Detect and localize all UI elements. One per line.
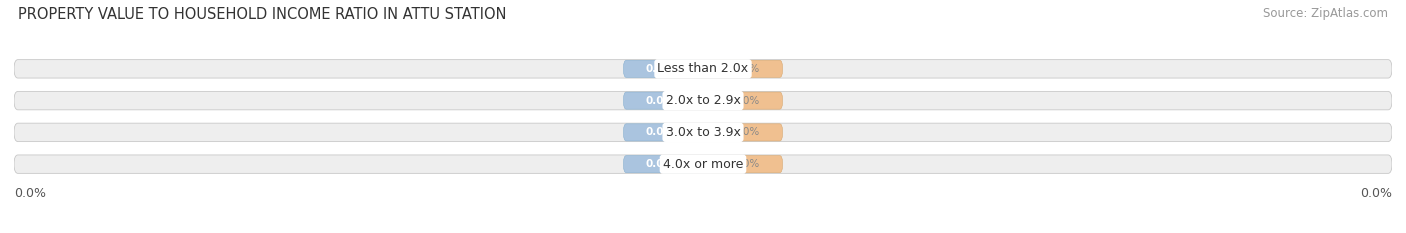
Text: 0.0%: 0.0% <box>733 127 759 137</box>
FancyBboxPatch shape <box>710 60 783 77</box>
Text: 2.0x to 2.9x: 2.0x to 2.9x <box>665 94 741 107</box>
Text: 0.0%: 0.0% <box>645 64 675 74</box>
FancyBboxPatch shape <box>623 92 696 109</box>
Text: 3.0x to 3.9x: 3.0x to 3.9x <box>665 126 741 139</box>
Text: 0.0%: 0.0% <box>14 187 46 200</box>
FancyBboxPatch shape <box>14 60 1392 78</box>
Text: Less than 2.0x: Less than 2.0x <box>658 62 748 75</box>
FancyBboxPatch shape <box>14 155 1392 173</box>
FancyBboxPatch shape <box>710 124 783 141</box>
FancyBboxPatch shape <box>14 91 1392 110</box>
Text: 0.0%: 0.0% <box>645 159 675 169</box>
Text: 0.0%: 0.0% <box>733 159 759 169</box>
Text: 0.0%: 0.0% <box>733 96 759 106</box>
Text: PROPERTY VALUE TO HOUSEHOLD INCOME RATIO IN ATTU STATION: PROPERTY VALUE TO HOUSEHOLD INCOME RATIO… <box>18 7 506 22</box>
FancyBboxPatch shape <box>710 156 783 173</box>
FancyBboxPatch shape <box>623 156 696 173</box>
FancyBboxPatch shape <box>710 92 783 109</box>
Text: Source: ZipAtlas.com: Source: ZipAtlas.com <box>1263 7 1388 20</box>
Text: 0.0%: 0.0% <box>645 96 675 106</box>
FancyBboxPatch shape <box>623 124 696 141</box>
Text: 4.0x or more: 4.0x or more <box>662 158 744 171</box>
Text: 0.0%: 0.0% <box>1360 187 1392 200</box>
Text: 0.0%: 0.0% <box>733 64 759 74</box>
FancyBboxPatch shape <box>623 60 696 77</box>
FancyBboxPatch shape <box>14 123 1392 142</box>
Text: 0.0%: 0.0% <box>645 127 675 137</box>
